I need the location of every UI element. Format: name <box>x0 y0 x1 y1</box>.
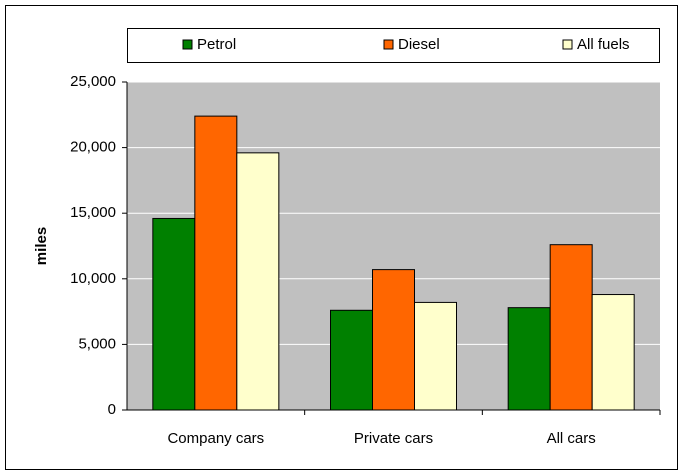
legend-label: All fuels <box>577 36 630 53</box>
x-tick-label: All cars <box>547 430 596 447</box>
y-tick-label: 25,000 <box>70 73 116 90</box>
legend-label: Petrol <box>197 36 236 53</box>
y-axis-label: miles <box>33 227 50 265</box>
bar <box>236 152 280 411</box>
legend-swatch <box>383 39 394 50</box>
y-tick-label: 15,000 <box>70 204 116 221</box>
x-tick-label: Private cars <box>354 430 433 447</box>
legend-swatch <box>562 39 573 50</box>
y-tick-label: 20,000 <box>70 139 116 156</box>
y-tick-label: 5,000 <box>78 335 116 352</box>
bar <box>414 301 457 411</box>
bar <box>330 309 373 411</box>
bar <box>372 269 415 411</box>
bar <box>152 217 196 411</box>
legend-label: Diesel <box>398 36 440 53</box>
bar <box>194 115 238 411</box>
y-tick-label: 10,000 <box>70 270 116 287</box>
bar <box>549 244 593 411</box>
legend-swatch <box>182 39 193 50</box>
y-tick-label: 0 <box>108 401 116 418</box>
bar <box>507 307 551 411</box>
bar <box>591 294 635 411</box>
x-tick-label: Company cars <box>167 430 264 447</box>
